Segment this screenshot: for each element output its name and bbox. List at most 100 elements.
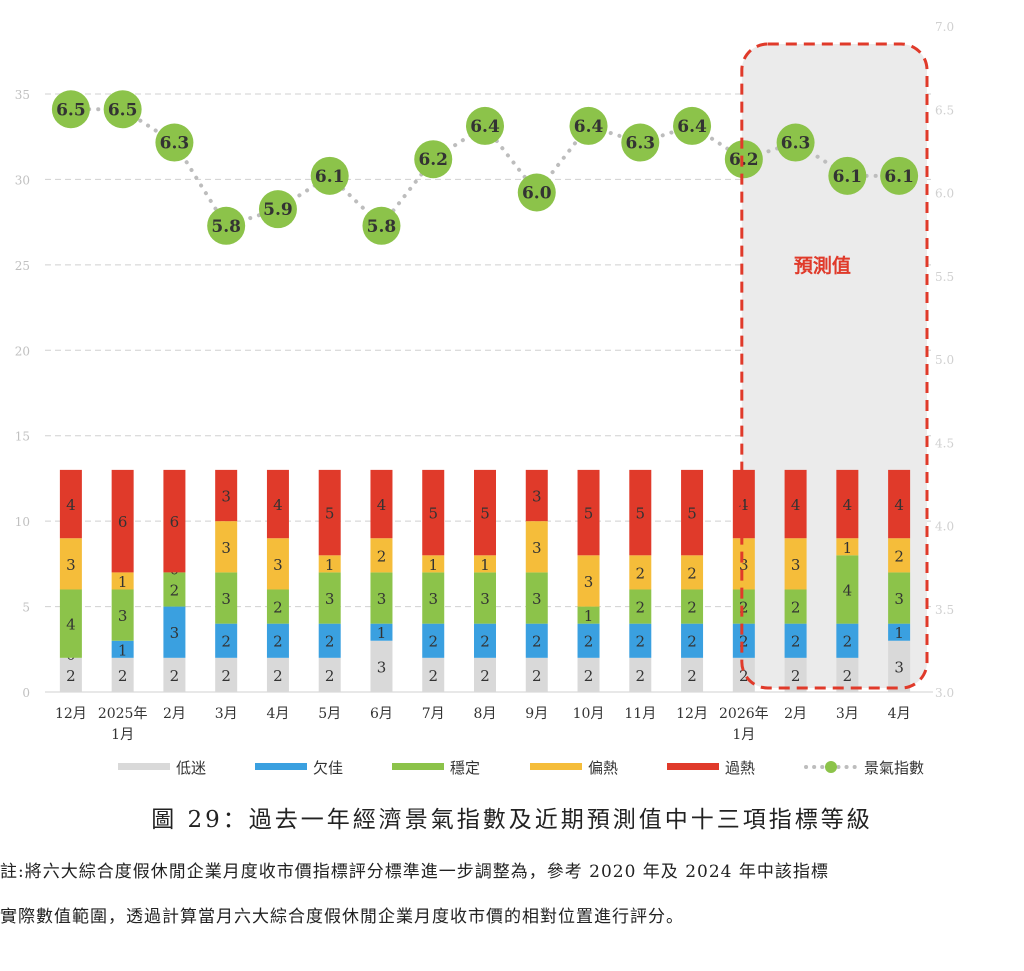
bar-segment-5 xyxy=(59,469,82,539)
bar-segment-1 xyxy=(163,657,186,692)
bar-value-label: 1 xyxy=(843,539,853,557)
bar-segment-1 xyxy=(370,640,393,692)
bar-value-label: 2 xyxy=(170,667,180,685)
note-line-1: 註:將六大綜合度假休閒企業月度收市價指標評分標準進一步調整為，參考 2020 年… xyxy=(0,862,829,882)
bar-segment-4 xyxy=(681,555,704,590)
bar-segment-4 xyxy=(474,555,496,573)
bar-value-label: 2 xyxy=(636,667,646,685)
index-point xyxy=(466,106,504,145)
bar-segment-5 xyxy=(577,469,600,556)
bar-value-label: 6 xyxy=(170,513,180,531)
bar-segment-4 xyxy=(370,538,393,573)
index-point-label: 5.8 xyxy=(211,217,241,237)
index-point-label: 6.2 xyxy=(729,150,759,170)
x-tick-label: 12月 xyxy=(55,706,87,722)
index-point xyxy=(517,173,556,212)
bar-segment-1 xyxy=(474,657,496,692)
bar-segment-3 xyxy=(836,555,859,624)
bar-segment-1 xyxy=(525,657,548,692)
bar-value-label: 3 xyxy=(273,556,283,574)
bar-value-label: 5 xyxy=(480,505,490,523)
bar-segment-4 xyxy=(732,538,755,590)
bar-segment-5 xyxy=(836,469,859,539)
forecast-region-border xyxy=(740,42,929,690)
bar-segment-5 xyxy=(318,469,341,556)
index-point-label: 5.8 xyxy=(367,217,397,237)
bar-segment-2 xyxy=(836,623,859,658)
bar-value-label: 3 xyxy=(584,573,594,591)
bar-segment-1 xyxy=(318,657,341,692)
index-point-label: 6.1 xyxy=(315,167,345,187)
index-point xyxy=(207,206,246,245)
x-tick-label: 2月 xyxy=(163,706,186,722)
index-point xyxy=(880,156,919,195)
index-point xyxy=(258,190,297,229)
bar-value-label: 2 xyxy=(791,667,801,685)
bar-segment-3 xyxy=(681,589,704,624)
bar-segment-2 xyxy=(681,623,704,658)
bar-value-label: 2 xyxy=(221,667,231,685)
bar-segment-3 xyxy=(732,589,755,624)
bar-value-label: 5 xyxy=(325,505,335,523)
bar-value-label: 2 xyxy=(791,633,801,651)
index-point-label: 6.5 xyxy=(56,100,86,120)
x-tick-label: 8月 xyxy=(474,706,497,722)
bar-segment-2 xyxy=(474,623,496,658)
bar-segment-2 xyxy=(577,623,600,658)
bar-value-label: 5 xyxy=(584,505,594,523)
bar-segment-3 xyxy=(784,589,807,624)
bar-segment-1 xyxy=(836,657,859,692)
y-tick-right: 5.5 xyxy=(935,270,954,284)
legend-label: 欠佳 xyxy=(313,759,343,777)
x-tick-label: 4月 xyxy=(888,706,911,722)
bar-segment-4 xyxy=(111,572,134,590)
bar-value-label: 2 xyxy=(739,667,749,685)
bar-segment-5 xyxy=(111,469,134,573)
bar-value-label: 5 xyxy=(428,505,438,523)
y-tick-left: 10 xyxy=(15,515,30,529)
legend-swatch xyxy=(392,763,444,770)
y-tick-right: 3.5 xyxy=(935,603,954,617)
bar-value-label: 2 xyxy=(170,581,180,599)
index-point-label: 6.0 xyxy=(522,184,552,204)
bar-value-label: 3 xyxy=(170,624,180,642)
x-tick-label: 3月 xyxy=(215,706,238,722)
index-point xyxy=(51,90,90,129)
bar-value-label: 3 xyxy=(894,590,904,608)
chart-svg: 051015202530353.03.54.04.55.05.56.06.57.… xyxy=(15,20,954,777)
legend-swatch xyxy=(118,763,170,770)
bar-value-label: 3 xyxy=(532,590,542,608)
bar-value-label: 3 xyxy=(791,556,801,574)
bar-value-label: 1 xyxy=(894,624,904,642)
legend-label: 偏熱 xyxy=(588,759,618,777)
bar-segment-3 xyxy=(888,572,911,624)
bar-value-label: 3 xyxy=(739,556,749,574)
x-tick-label: 1月 xyxy=(111,727,134,743)
bar-segment-2 xyxy=(888,623,911,641)
bar-segment-1 xyxy=(784,657,807,692)
bar-segment-5 xyxy=(629,469,652,556)
bar-segment-3 xyxy=(163,572,186,607)
bar-segment-4 xyxy=(215,521,238,573)
legend-swatch xyxy=(667,763,719,770)
index-point-label: 6.3 xyxy=(626,134,656,154)
x-tick-label: 4月 xyxy=(266,706,289,722)
bar-segment-3 xyxy=(370,572,393,624)
x-tick-label: 1月 xyxy=(732,727,755,743)
y-tick-right: 4.0 xyxy=(935,520,954,534)
bar-segment-2 xyxy=(370,623,393,641)
chart: 0 5 10 15 20 25 30 35 3.0 3.5 4.0 4.5 5.0 5.5 6.0 6.5 7.… xyxy=(15,20,954,777)
x-tick-label: 5月 xyxy=(318,706,341,722)
bar-value-label: 2 xyxy=(636,633,646,651)
bar-segment-1 xyxy=(888,640,911,692)
bar-value-label: 2 xyxy=(636,564,646,582)
bar-segment-4 xyxy=(318,555,341,573)
forecast-label: 預測值 xyxy=(794,254,851,277)
bar-value-label: 2 xyxy=(894,547,904,565)
bar-segment-3 xyxy=(474,572,496,624)
bar-segment-2 xyxy=(266,623,289,658)
bar-value-label: 2 xyxy=(739,599,749,617)
bar-segment-1 xyxy=(681,657,704,692)
bar-value-label: 3 xyxy=(428,590,438,608)
bar-segment-5 xyxy=(370,469,393,539)
